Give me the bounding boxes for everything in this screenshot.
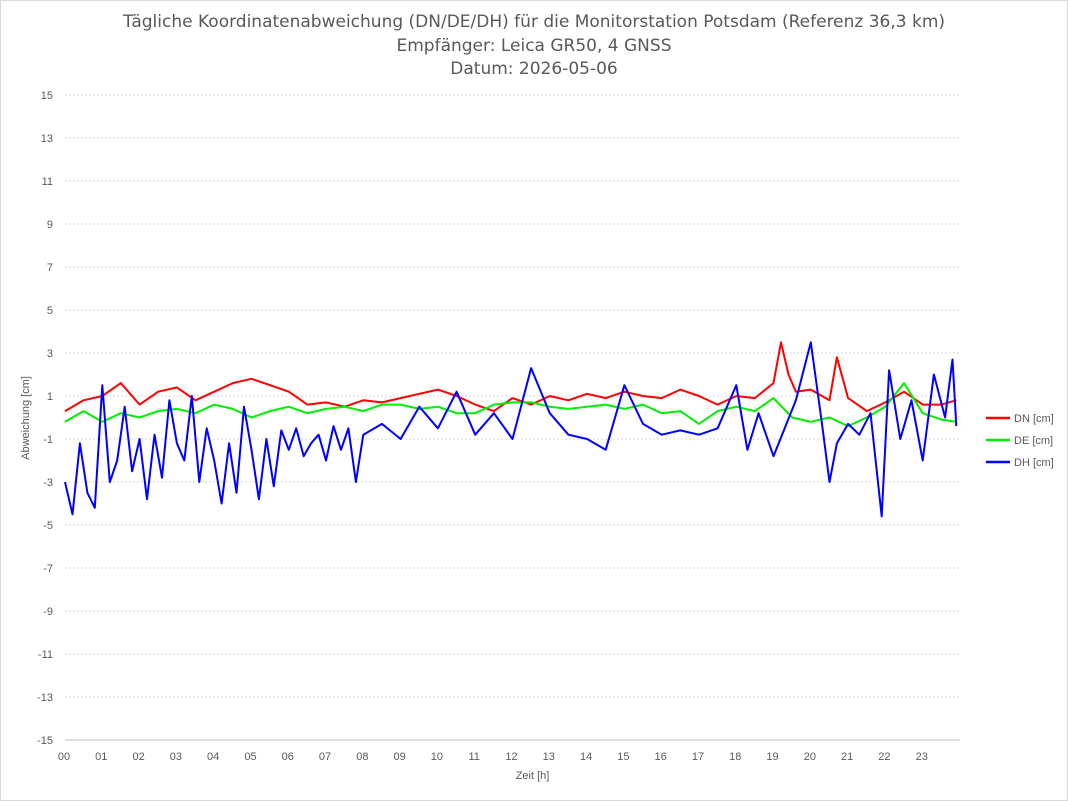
x-tick-label: 03 bbox=[170, 751, 182, 763]
y-axis-title: Abweichung [cm] bbox=[20, 376, 32, 460]
x-tick-label: 19 bbox=[766, 751, 778, 763]
x-tick-label: 15 bbox=[617, 751, 629, 763]
y-tick-label: -9 bbox=[43, 606, 53, 618]
x-tick-label: 18 bbox=[729, 751, 741, 763]
x-tick-label: 21 bbox=[841, 751, 853, 763]
y-tick-labels: 15 13 11 9 7 5 3 1 -1 -3 -5 -7 -9 -11 -13 -15 bbox=[37, 90, 53, 747]
y-tick-label: -13 bbox=[37, 692, 53, 704]
y-tick-label: 7 bbox=[47, 262, 53, 274]
x-tick-label: 23 bbox=[916, 751, 928, 763]
chart-subtitle: Empfänger: Leica GR50, 4 GNSS bbox=[396, 36, 672, 56]
y-tick-label: -7 bbox=[43, 563, 53, 575]
legend-label: DE [cm] bbox=[1014, 435, 1053, 447]
x-tick-label: 09 bbox=[394, 751, 406, 763]
chart-date: Datum: 2026-05-06 bbox=[450, 59, 618, 79]
legend-label: DN [cm] bbox=[1014, 413, 1054, 425]
y-tick-label: 13 bbox=[41, 133, 53, 145]
y-tick-label: 9 bbox=[47, 219, 53, 231]
x-tick-label: 07 bbox=[319, 751, 331, 763]
gridlines bbox=[65, 94, 960, 698]
legend-label: DH [cm] bbox=[1014, 457, 1054, 469]
x-tick-label: 02 bbox=[132, 751, 144, 763]
y-tick-label: 1 bbox=[47, 391, 53, 403]
legend: DN [cm] DE [cm] DH [cm] bbox=[986, 413, 1054, 469]
x-axis-title: Zeit [h] bbox=[516, 770, 550, 782]
x-tick-label: 14 bbox=[580, 751, 592, 763]
x-tick-label: 16 bbox=[655, 751, 667, 763]
y-tick-label: -5 bbox=[43, 520, 53, 532]
y-tick-label: 15 bbox=[41, 90, 53, 102]
series-line-0 bbox=[64, 341, 957, 413]
x-tick-label: 13 bbox=[543, 751, 555, 763]
x-tick-label: 06 bbox=[282, 751, 294, 763]
x-tick-label: 01 bbox=[95, 751, 107, 763]
x-tick-label: 05 bbox=[244, 751, 256, 763]
x-tick-label: 11 bbox=[468, 751, 479, 763]
y-tick-label: 3 bbox=[47, 348, 53, 360]
x-tick-label: 12 bbox=[505, 751, 517, 763]
x-tick-labels: 00 01 02 03 04 05 06 07 08 09 10 11 12 13 14 15 16 17 18 19… bbox=[58, 751, 928, 763]
y-tick-label: -1 bbox=[43, 434, 53, 446]
y-tick-label: 11 bbox=[42, 176, 53, 188]
x-tick-label: 22 bbox=[878, 751, 890, 763]
x-tick-label: 08 bbox=[356, 751, 368, 763]
x-tick-label: 10 bbox=[431, 751, 443, 763]
x-tick-label: 00 bbox=[58, 751, 70, 763]
chart-title: Tägliche Koordinatenabweichung (DN/DE/DH… bbox=[122, 12, 946, 32]
y-tick-label: -11 bbox=[38, 649, 53, 661]
x-tick-label: 04 bbox=[207, 751, 219, 763]
x-tick-label: 20 bbox=[804, 751, 816, 763]
series-line-1 bbox=[64, 382, 957, 428]
series-line-2 bbox=[64, 341, 958, 518]
y-tick-label: -15 bbox=[37, 735, 53, 747]
x-tick-label: 17 bbox=[692, 751, 704, 763]
series-lines bbox=[64, 341, 958, 518]
y-tick-label: 5 bbox=[47, 305, 53, 317]
y-tick-label: -3 bbox=[43, 477, 53, 489]
